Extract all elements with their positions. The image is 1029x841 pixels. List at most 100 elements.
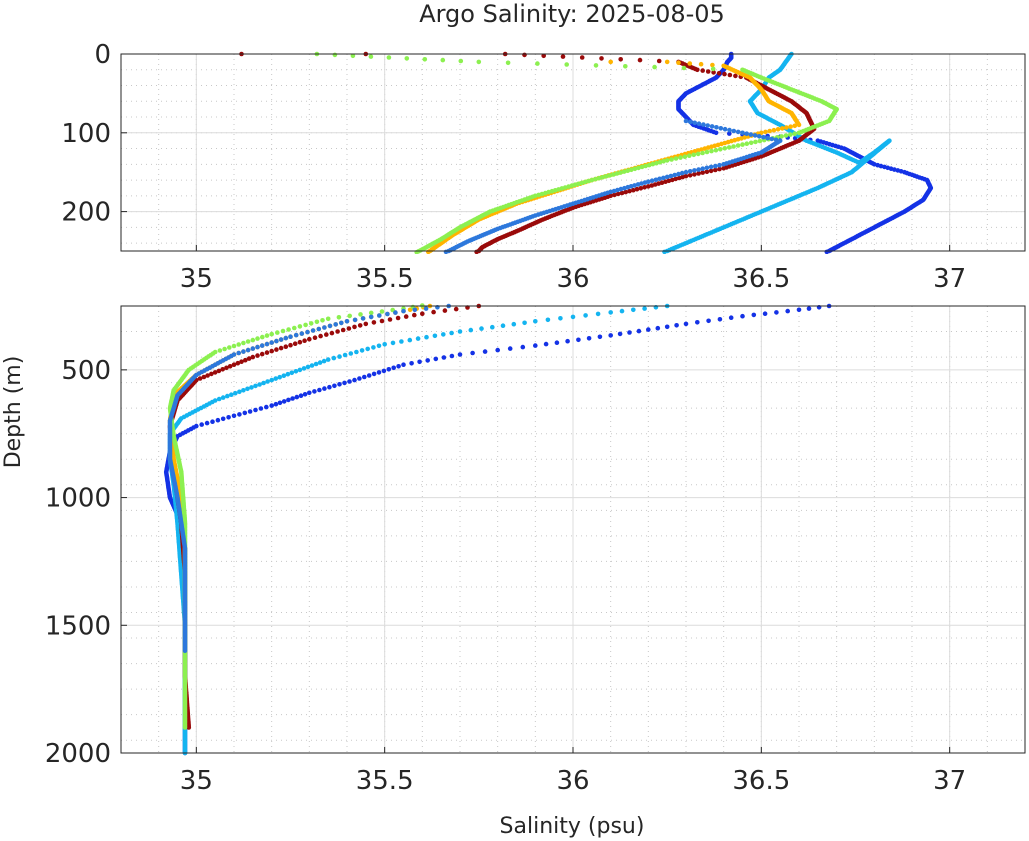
data-point bbox=[307, 390, 312, 396]
data-point bbox=[731, 144, 736, 149]
data-point bbox=[386, 367, 392, 372]
data-point bbox=[636, 165, 641, 171]
data-point bbox=[608, 310, 613, 315]
data-point bbox=[426, 249, 431, 254]
data-point bbox=[285, 371, 291, 377]
data-point bbox=[264, 333, 270, 338]
data-point bbox=[371, 320, 377, 325]
data-point bbox=[700, 170, 705, 175]
data-point bbox=[308, 321, 314, 326]
data-point bbox=[687, 173, 693, 178]
data-point bbox=[371, 371, 377, 377]
data-point bbox=[289, 370, 295, 376]
data-point bbox=[554, 340, 560, 346]
data-point bbox=[533, 343, 538, 348]
data-point bbox=[376, 343, 382, 349]
data-point bbox=[642, 306, 647, 311]
data-point bbox=[280, 328, 286, 334]
chart-title: Argo Salinity: 2025-08-05 bbox=[419, 0, 725, 28]
data-point bbox=[678, 155, 683, 160]
data-point bbox=[623, 189, 628, 195]
data-point bbox=[704, 149, 710, 155]
data-point bbox=[733, 73, 738, 79]
data-point bbox=[727, 131, 732, 136]
data-point bbox=[227, 364, 233, 369]
y-tick-label: 0 bbox=[94, 40, 111, 70]
data-point bbox=[305, 364, 311, 370]
data-point bbox=[622, 185, 627, 191]
data-point bbox=[638, 186, 644, 191]
data-point bbox=[558, 316, 563, 321]
data-point bbox=[632, 166, 638, 172]
data-point bbox=[442, 308, 448, 313]
data-point bbox=[303, 322, 308, 328]
data-point bbox=[765, 135, 770, 141]
data-point bbox=[621, 169, 627, 174]
data-point bbox=[661, 159, 666, 164]
data-point bbox=[431, 309, 436, 315]
data-point bbox=[769, 136, 775, 142]
data-point bbox=[453, 306, 459, 312]
data-point bbox=[269, 403, 275, 408]
data-point bbox=[363, 321, 369, 327]
data-point bbox=[646, 327, 651, 332]
data-point bbox=[599, 56, 604, 61]
data-point bbox=[269, 340, 275, 345]
data-point bbox=[216, 396, 222, 402]
data-point bbox=[312, 335, 318, 341]
data-point bbox=[305, 329, 310, 335]
data-point bbox=[255, 336, 260, 341]
data-point bbox=[635, 182, 641, 187]
data-point bbox=[476, 59, 482, 65]
data-point bbox=[298, 393, 304, 399]
data-point bbox=[636, 328, 642, 334]
data-point bbox=[744, 141, 750, 146]
data-point bbox=[709, 124, 715, 129]
data-point bbox=[676, 175, 682, 181]
data-point bbox=[612, 192, 617, 198]
series-float-midblue-upper bbox=[443, 118, 783, 254]
data-point bbox=[631, 187, 636, 193]
data-point bbox=[265, 379, 270, 384]
data-point bbox=[317, 360, 323, 365]
data-point bbox=[217, 348, 223, 353]
data-point bbox=[603, 174, 609, 179]
data-point bbox=[663, 179, 668, 184]
data-point bbox=[365, 346, 371, 352]
data-point bbox=[704, 169, 710, 175]
data-point bbox=[269, 331, 275, 337]
data-point bbox=[698, 61, 704, 67]
data-point bbox=[673, 156, 679, 161]
data-point bbox=[705, 69, 711, 74]
data-point bbox=[683, 169, 689, 175]
data-point bbox=[740, 130, 745, 136]
data-point bbox=[625, 168, 630, 173]
data-point bbox=[283, 335, 289, 341]
data-point bbox=[500, 323, 506, 329]
data-point bbox=[379, 318, 385, 324]
data-point bbox=[696, 167, 701, 172]
data-point bbox=[225, 393, 230, 399]
data-point bbox=[347, 379, 352, 384]
data-point bbox=[792, 131, 797, 136]
data-point bbox=[342, 352, 348, 358]
x-tick-label: 36 bbox=[556, 264, 589, 294]
x-tick-label: 37 bbox=[933, 264, 966, 294]
data-point bbox=[608, 333, 613, 338]
data-point bbox=[241, 340, 246, 346]
data-point bbox=[535, 61, 540, 66]
data-point bbox=[239, 359, 244, 365]
data-point bbox=[705, 123, 710, 128]
data-point bbox=[310, 328, 316, 333]
data-point bbox=[352, 317, 358, 323]
data-point bbox=[695, 67, 700, 73]
data-point bbox=[676, 60, 681, 65]
data-point bbox=[288, 334, 293, 340]
series-float-green-upper bbox=[314, 51, 839, 254]
data-point bbox=[273, 376, 279, 381]
data-point bbox=[273, 401, 279, 407]
data-point bbox=[283, 344, 289, 350]
data-point bbox=[264, 350, 270, 355]
data-point bbox=[210, 419, 215, 425]
data-point bbox=[346, 326, 352, 331]
